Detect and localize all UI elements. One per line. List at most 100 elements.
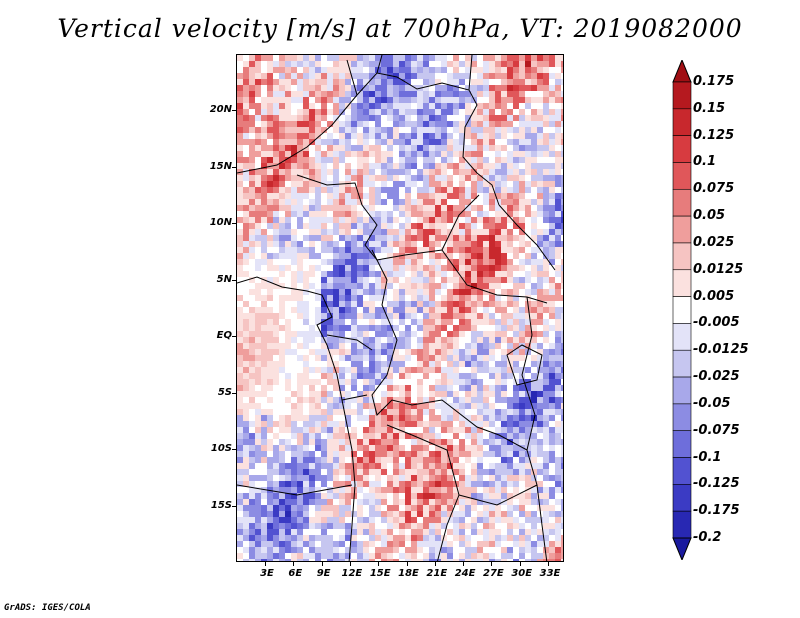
field-cell: [411, 199, 417, 205]
field-cell: [435, 151, 441, 157]
longitude-tick-label: 12E: [341, 568, 363, 579]
field-cell: [465, 55, 471, 61]
field-cell: [291, 445, 297, 451]
field-cell: [471, 277, 477, 283]
field-cell: [537, 235, 543, 241]
field-cell: [411, 55, 417, 61]
field-cell: [279, 487, 285, 493]
field-cell: [471, 133, 477, 139]
field-cell: [483, 235, 489, 241]
field-cell: [363, 547, 369, 553]
field-cell: [495, 391, 501, 397]
field-cell: [333, 211, 339, 217]
field-cell: [519, 457, 525, 463]
field-cell: [321, 175, 327, 181]
field-cell: [261, 385, 267, 391]
field-cell: [303, 535, 309, 541]
field-cell: [405, 199, 411, 205]
field-cell: [327, 301, 333, 307]
field-cell: [291, 331, 297, 337]
field-cell: [309, 145, 315, 151]
field-cell: [393, 169, 399, 175]
field-cell: [417, 127, 423, 133]
field-cell: [399, 85, 405, 91]
field-cell: [381, 493, 387, 499]
field-cell: [411, 241, 417, 247]
field-cell: [369, 559, 375, 561]
field-cell: [345, 235, 351, 241]
field-cell: [249, 397, 255, 403]
field-cell: [267, 475, 273, 481]
field-cell: [279, 295, 285, 301]
field-cell: [531, 505, 537, 511]
field-cell: [243, 403, 249, 409]
field-cell: [333, 259, 339, 265]
field-cell: [363, 223, 369, 229]
field-cell: [447, 271, 453, 277]
field-cell: [339, 301, 345, 307]
field-cell: [375, 433, 381, 439]
field-cell: [243, 343, 249, 349]
field-cell: [495, 127, 501, 133]
field-cell: [489, 511, 495, 517]
field-cell: [417, 67, 423, 73]
field-cell: [489, 151, 495, 157]
field-cell: [357, 229, 363, 235]
field-cell: [525, 337, 531, 343]
field-cell: [357, 211, 363, 217]
field-cell: [429, 319, 435, 325]
field-cell: [423, 277, 429, 283]
field-cell: [501, 163, 507, 169]
field-cell: [333, 301, 339, 307]
field-cell: [291, 205, 297, 211]
field-cell: [333, 289, 339, 295]
field-cell: [525, 295, 531, 301]
field-cell: [507, 295, 513, 301]
field-cell: [555, 487, 561, 493]
field-cell: [435, 487, 441, 493]
field-cell: [549, 433, 555, 439]
field-cell: [327, 319, 333, 325]
field-cell: [363, 271, 369, 277]
field-cell: [297, 541, 303, 547]
field-cell: [309, 367, 315, 373]
field-cell: [471, 109, 477, 115]
field-cell: [321, 355, 327, 361]
field-cell: [297, 463, 303, 469]
field-cell: [513, 313, 519, 319]
field-cell: [459, 163, 465, 169]
field-cell: [315, 271, 321, 277]
field-cell: [345, 391, 351, 397]
field-cell: [411, 313, 417, 319]
field-cell: [459, 499, 465, 505]
field-cell: [351, 343, 357, 349]
field-cell: [279, 229, 285, 235]
field-cell: [315, 355, 321, 361]
field-cell: [429, 349, 435, 355]
field-cell: [429, 151, 435, 157]
field-cell: [519, 511, 525, 517]
field-cell: [537, 55, 543, 61]
field-cell: [477, 553, 483, 559]
field-cell: [471, 391, 477, 397]
field-cell: [237, 283, 243, 289]
field-cell: [387, 307, 393, 313]
field-cell: [333, 205, 339, 211]
field-cell: [381, 121, 387, 127]
field-cell: [441, 433, 447, 439]
field-cell: [303, 499, 309, 505]
field-cell: [363, 355, 369, 361]
field-cell: [447, 415, 453, 421]
field-cell: [453, 553, 459, 559]
field-cell: [525, 355, 531, 361]
field-cell: [393, 559, 399, 561]
field-cell: [543, 409, 549, 415]
field-cell: [375, 151, 381, 157]
field-cell: [399, 379, 405, 385]
field-cell: [483, 511, 489, 517]
field-cell: [345, 133, 351, 139]
field-cell: [483, 199, 489, 205]
field-cell: [543, 541, 549, 547]
field-cell: [537, 319, 543, 325]
field-cell: [501, 289, 507, 295]
